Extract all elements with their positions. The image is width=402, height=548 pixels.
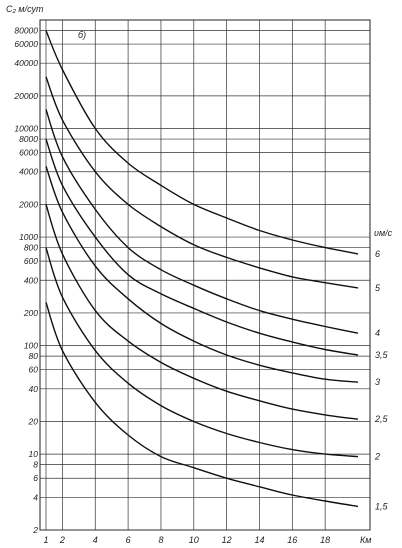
series-curve <box>45 302 359 508</box>
y-tick-label: 40000 <box>14 58 38 68</box>
y-tick-label: 8000 <box>19 134 38 144</box>
y-tick-label: 4 <box>33 492 38 502</box>
y-tick-label: 60000 <box>14 39 38 49</box>
x-tick-label: 10 <box>189 535 199 545</box>
series-label: 2,5 <box>374 414 389 424</box>
y-tick-label: 8 <box>33 460 38 470</box>
y-tick-label: 200 <box>23 308 38 318</box>
y-tick-label: 6 <box>33 473 38 483</box>
y-tick-label: 1000 <box>19 232 38 242</box>
y-tick-label: 20 <box>28 416 39 426</box>
series-curve <box>45 165 359 383</box>
series-curve <box>45 138 359 356</box>
y-tick-label: 80 <box>29 351 39 361</box>
curves <box>45 30 359 508</box>
y-tick-label: 80000 <box>14 26 38 36</box>
series-axis-title: υм/с <box>374 228 393 238</box>
y-tick-label: 4000 <box>19 167 38 177</box>
series-label: 2 <box>374 452 380 462</box>
series-label: 1,5 <box>375 501 389 511</box>
series-label: 6 <box>375 249 380 259</box>
x-tick-label: 1 <box>43 535 48 545</box>
y-tick-label: 100 <box>24 341 38 351</box>
y-tick-label: 2000 <box>18 199 38 209</box>
x-axis-title: Км <box>360 535 371 545</box>
series-curve <box>45 109 359 334</box>
series-label: 5 <box>375 283 381 293</box>
x-tick-label: 4 <box>93 535 98 545</box>
y-tick-label: 800 <box>24 243 38 253</box>
y-tick-label: 400 <box>24 275 38 285</box>
y-tick-label: 6000 <box>19 148 38 158</box>
y-tick-label: 40 <box>29 384 39 394</box>
series-curve <box>45 30 359 255</box>
y-tick-label: 20000 <box>13 91 38 101</box>
series-label: 4 <box>375 328 380 338</box>
y-tick-label: 60 <box>29 365 39 375</box>
series-curve <box>45 247 359 458</box>
x-tick-label: 8 <box>158 535 163 545</box>
x-tick-label: 2 <box>59 535 65 545</box>
y-tick-label: 10 <box>29 449 39 459</box>
y-tick-label: 2 <box>32 525 38 535</box>
y-tick-label: 600 <box>24 256 38 266</box>
x-tick-label: 12 <box>222 535 232 545</box>
series-label: 3,5 <box>375 350 389 360</box>
series-curve <box>45 204 359 420</box>
x-tick-label: 6 <box>126 535 131 545</box>
y-axis-title: C₂ м/сут <box>6 4 44 14</box>
panel-label: б) <box>78 30 86 40</box>
x-tick-label: 18 <box>320 535 330 545</box>
series-curve <box>45 76 359 289</box>
x-tick-label: 14 <box>254 535 264 545</box>
y-tick-label: 10000 <box>14 124 38 134</box>
series-label: 3 <box>375 377 380 387</box>
x-tick-label: 16 <box>287 535 297 545</box>
